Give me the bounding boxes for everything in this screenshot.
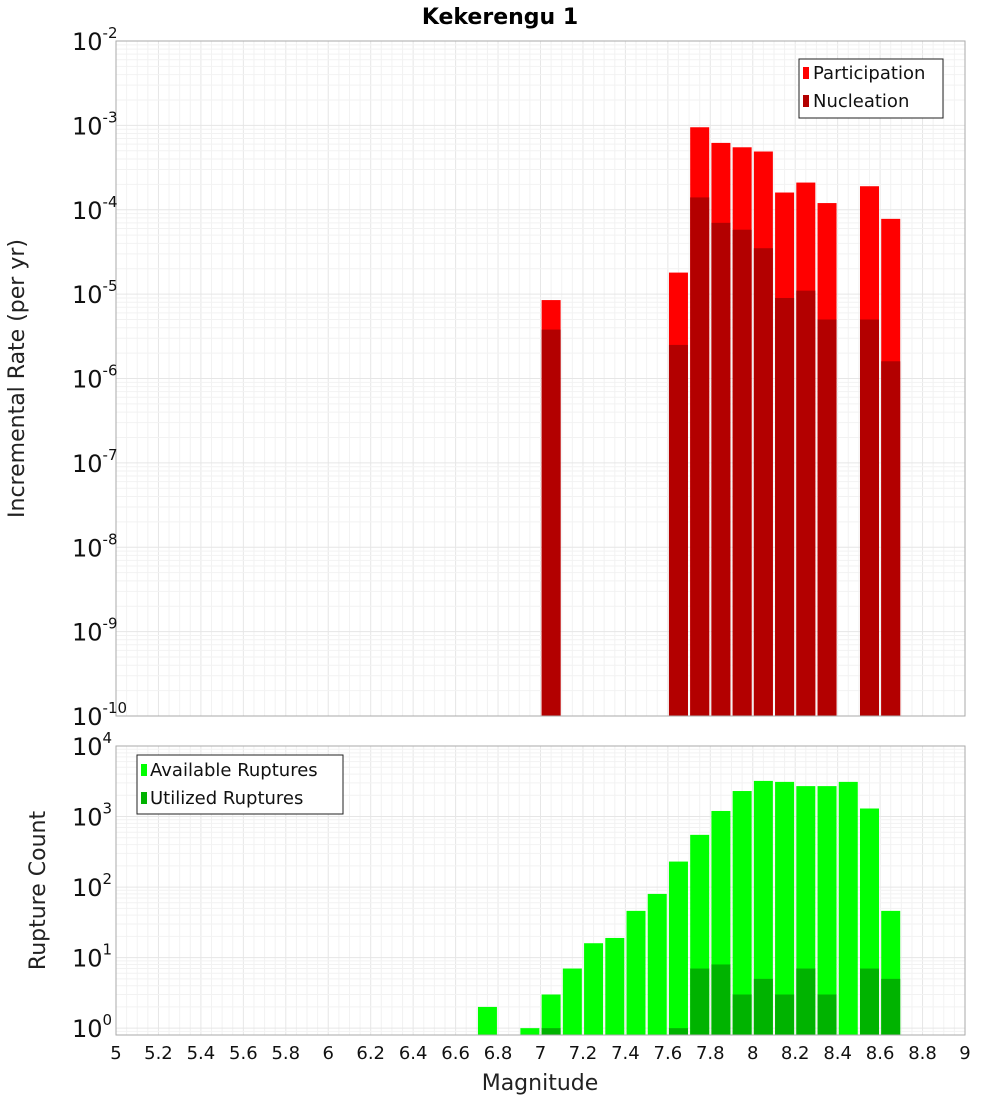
count-y-axis-label: Rupture Count <box>26 811 51 971</box>
x-tick-label: 7 <box>535 1043 546 1064</box>
available-bar <box>584 943 604 1035</box>
available-bar <box>817 786 837 1035</box>
x-tick-label: 5.4 <box>187 1043 216 1064</box>
available-bar <box>562 968 582 1035</box>
x-axis-label: Magnitude <box>482 1071 599 1096</box>
x-tick-label: 5.2 <box>144 1043 173 1064</box>
rate-panel: 10-10 10-9 10-8 10-7 10-6 10-5 10-4 10-3 10-2 In… <box>5 24 966 731</box>
chart-title: Kekerengu 1 <box>422 5 578 30</box>
x-tick-label: 6.2 <box>356 1043 385 1064</box>
available-bar <box>520 1028 540 1035</box>
utilized-bar <box>881 978 901 1035</box>
rate-legend: Participation Nucleation <box>798 58 944 119</box>
utilized-bar <box>711 964 731 1035</box>
x-tick-label: 7.2 <box>569 1043 598 1064</box>
rate-y-tick-label: 10-10 <box>72 699 127 731</box>
rate-y-tick-label: 10-8 <box>72 530 118 562</box>
available-bar <box>732 791 752 1035</box>
count-y-tick-label: 102 <box>72 870 112 902</box>
available-legend-label: Available Ruptures <box>150 760 318 781</box>
x-tick-label: 7.8 <box>696 1043 725 1064</box>
x-tick-label: 7.4 <box>611 1043 640 1064</box>
count-bars <box>477 780 901 1035</box>
utilized-legend-label: Utilized Ruptures <box>150 788 303 809</box>
x-tick-label: 8.8 <box>908 1043 937 1064</box>
rate-y-ticks: 10-10 10-9 10-8 10-7 10-6 10-5 10-4 10-3 10-2 <box>72 24 127 731</box>
count-y-ticks: 100 101 102 103 104 <box>72 729 112 1043</box>
rate-y-tick-label: 10-4 <box>72 193 118 225</box>
nucleation-bar <box>881 361 901 716</box>
available-bar <box>605 937 625 1035</box>
rate-y-tick-label: 10-9 <box>72 615 118 647</box>
available-bar <box>668 861 688 1035</box>
utilized-bar <box>753 978 773 1035</box>
nucleation-bar <box>753 248 773 717</box>
nucleation-bar <box>668 344 688 716</box>
count-y-tick-label: 104 <box>72 729 112 761</box>
rate-y-tick-label: 10-5 <box>72 277 118 309</box>
rate-y-tick-label: 10-2 <box>72 24 118 56</box>
utilized-bar <box>690 968 710 1035</box>
nucleation-bar <box>859 319 879 716</box>
utilized-bar <box>732 994 752 1035</box>
utilized-legend-swatch <box>141 792 147 804</box>
participation-legend-swatch <box>803 67 809 79</box>
rate-y-tick-label: 10-6 <box>72 362 118 394</box>
utilized-bar <box>796 968 816 1035</box>
utilized-bar <box>817 994 837 1035</box>
participation-legend-label: Participation <box>813 63 925 84</box>
x-tick-label: 6 <box>323 1043 334 1064</box>
available-bar <box>838 781 858 1035</box>
x-tick-label: 8.4 <box>823 1043 852 1064</box>
count-plot-frame <box>115 745 966 1036</box>
x-tick-label: 6.4 <box>399 1043 428 1064</box>
nucleation-legend-swatch <box>803 95 809 107</box>
utilized-bar <box>775 994 795 1035</box>
nucleation-bar <box>711 222 731 716</box>
x-tick-label: 7.6 <box>654 1043 683 1064</box>
available-bar <box>775 781 795 1035</box>
rate-y-axis-label: Incremental Rate (per yr) <box>5 239 30 518</box>
rate-y-tick-label: 10-3 <box>72 108 118 140</box>
x-tick-label: 6.6 <box>441 1043 470 1064</box>
count-y-tick-label: 100 <box>72 1011 112 1043</box>
nucleation-bar <box>775 297 795 716</box>
rate-bars <box>541 127 901 717</box>
x-tick-label: 8 <box>747 1043 758 1064</box>
count-y-tick-label: 103 <box>72 800 112 832</box>
available-bar <box>477 1006 497 1035</box>
utilized-bar <box>859 968 879 1035</box>
x-tick-label: 8.2 <box>781 1043 810 1064</box>
available-bar <box>753 780 773 1035</box>
nucleation-bar <box>796 290 816 716</box>
utilized-bar <box>541 1028 561 1035</box>
x-tick-label: 5.6 <box>229 1043 258 1064</box>
x-tick-label: 8.6 <box>866 1043 895 1064</box>
rate-legend-box <box>798 58 944 119</box>
nucleation-legend-label: Nucleation <box>813 91 909 112</box>
rate-y-tick-label: 10-7 <box>72 446 118 478</box>
available-legend-swatch <box>141 764 147 776</box>
x-tick-label: 6.8 <box>484 1043 513 1064</box>
utilized-bar <box>668 1028 688 1035</box>
rate-grid <box>115 40 966 717</box>
nucleation-bar <box>690 197 710 717</box>
nucleation-bar <box>732 229 752 717</box>
x-tick-label: 9 <box>959 1043 970 1064</box>
nucleation-bar <box>817 319 837 716</box>
count-legend-box <box>136 754 344 815</box>
rate-plot-frame <box>115 40 966 717</box>
count-y-tick-label: 101 <box>72 941 112 973</box>
available-bar <box>626 910 646 1035</box>
available-bar <box>647 893 667 1035</box>
count-legend: Available Ruptures Utilized Ruptures <box>136 754 344 815</box>
count-panel: 100 101 102 103 104 5 5.2 5.4 5.6 5.8 6 6.2 6.4 6.6 6… <box>26 729 971 1096</box>
x-tick-label: 5 <box>110 1043 121 1064</box>
x-tick-label: 5.8 <box>271 1043 300 1064</box>
available-bar <box>541 994 561 1035</box>
nucleation-bar <box>541 329 561 716</box>
x-ticks: 5 5.2 5.4 5.6 5.8 6 6.2 6.4 6.6 6.8 7 7.2 7.4 7.6 7.8 8… <box>110 1043 970 1064</box>
